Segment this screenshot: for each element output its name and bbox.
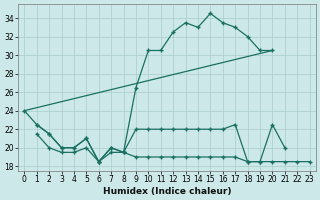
X-axis label: Humidex (Indice chaleur): Humidex (Indice chaleur) [103, 187, 231, 196]
